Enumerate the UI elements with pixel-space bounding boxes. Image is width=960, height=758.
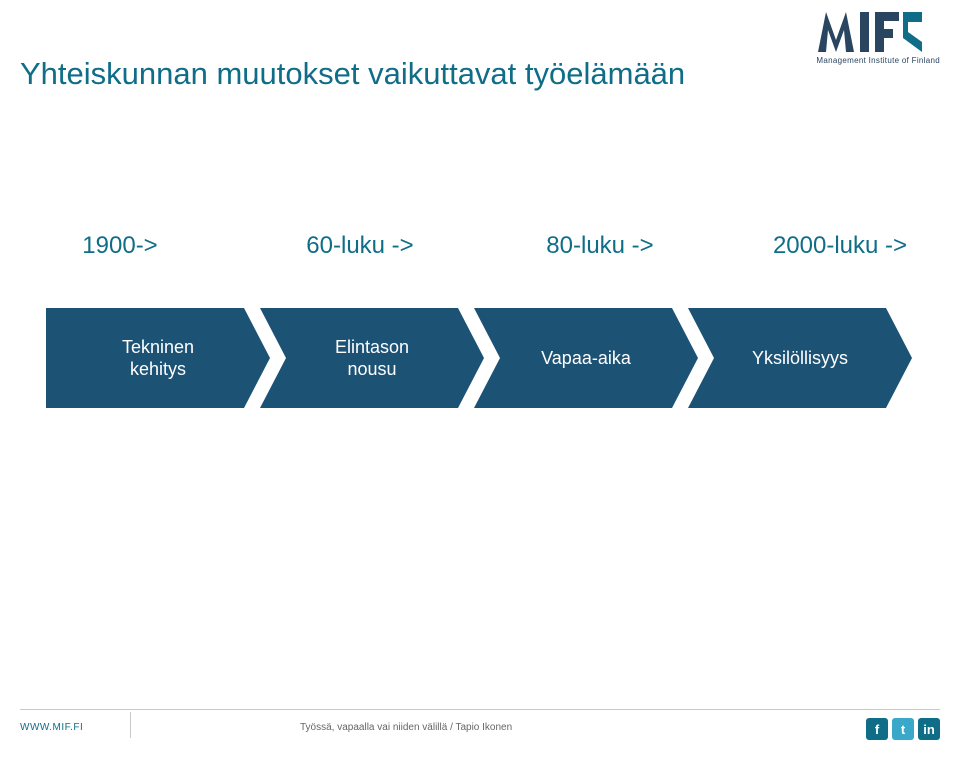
chevron-step: Elintasonnousu [260,308,484,408]
chevron-step: Vapaa-aika [474,308,698,408]
facebook-icon[interactable]: f [866,718,888,740]
mif-logo-icon [816,10,926,54]
timeline-years: 1900-> 60-luku -> 80-luku -> 2000-luku -… [0,232,960,260]
chevron-flow: Tekninenkehitys Elintasonnousu Vapaa-aik… [46,308,914,408]
social-icons: f t in [866,718,940,740]
brand-subtitle: Management Institute of Finland [816,56,940,65]
linkedin-icon[interactable]: in [918,718,940,740]
footer-url: WWW.MIF.FI [20,722,83,733]
chevron-label: Vapaa-aika [533,347,639,370]
slide-title: Yhteiskunnan muutokset vaikuttavat työel… [20,56,685,92]
chevron-label: Elintasonnousu [327,336,417,381]
year-label: 2000-luku -> [720,232,960,260]
brand-logo: Management Institute of Finland [816,10,940,65]
footer-separator [130,712,131,738]
year-label: 1900-> [0,232,240,260]
chevron-label: Yksilöllisyys [744,347,856,370]
year-label: 60-luku -> [240,232,480,260]
footer-credit: Työssä, vapaalla vai niiden välillä / Ta… [300,722,512,733]
slide: Management Institute of Finland Yhteisku… [0,0,960,758]
twitter-icon[interactable]: t [892,718,914,740]
year-label: 80-luku -> [480,232,720,260]
chevron-step: Tekninenkehitys [46,308,270,408]
chevron-label: Tekninenkehitys [114,336,202,381]
footer-divider [20,709,940,710]
chevron-step: Yksilöllisyys [688,308,912,408]
